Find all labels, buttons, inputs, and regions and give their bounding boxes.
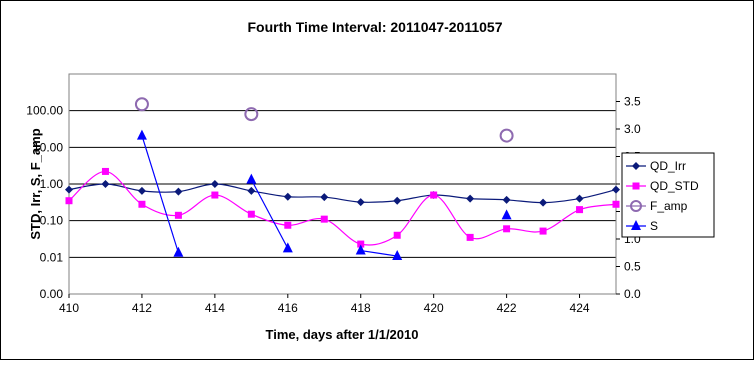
y-left-tick-labels: 0.00 0.01 0.10 1.00 10.00 100.00 <box>26 104 63 301</box>
data-point <box>612 200 620 208</box>
data-point <box>357 240 365 248</box>
y-axis-label: STD, Irr, S, F_amp <box>28 128 43 239</box>
data-point <box>393 196 402 205</box>
data-point <box>503 225 511 233</box>
x-tick-labels: 410 412 414 416 418 420 422 424 <box>59 294 590 315</box>
y-right-tick-label: 0.0 <box>624 287 641 301</box>
series-qd-std <box>65 167 620 248</box>
data-point <box>393 231 401 239</box>
data-point <box>210 180 219 188</box>
data-point <box>247 210 255 218</box>
legend: QD_Irr QD_STD F_amp S <box>621 152 715 238</box>
y-left-tick-label: 10.00 <box>33 140 63 154</box>
legend-marker <box>631 220 641 230</box>
data-point <box>355 244 366 255</box>
data-point <box>65 185 73 194</box>
data-point <box>137 186 146 195</box>
series-s <box>136 129 512 261</box>
data-point <box>539 227 547 235</box>
data-point <box>101 180 110 188</box>
chart-title: Fourth Time Interval: 2011047-2011057 <box>248 19 503 35</box>
data-point <box>136 129 147 140</box>
legend-label: F_amp <box>650 199 688 213</box>
legend-item: F_amp <box>626 199 688 213</box>
data-point <box>246 173 257 184</box>
data-point <box>247 186 256 195</box>
series-segment <box>141 135 179 253</box>
data-point <box>65 197 73 205</box>
x-tick-label: 422 <box>497 301 517 315</box>
data-point <box>430 191 438 199</box>
data-point <box>576 206 584 214</box>
y-right-tick-label: 0.5 <box>624 260 641 274</box>
data-point <box>211 191 219 199</box>
data-point <box>284 221 292 229</box>
y-left-tick-label: 1.00 <box>40 177 64 191</box>
series-f-amp <box>134 97 514 143</box>
data-point <box>101 167 109 175</box>
data-point <box>466 194 475 203</box>
data-point <box>244 107 259 122</box>
x-tick-label: 414 <box>205 301 225 315</box>
x-tick-label: 418 <box>351 301 371 315</box>
data-point <box>134 97 149 112</box>
data-point <box>282 242 293 253</box>
data-point <box>283 192 292 201</box>
y-left-tick-label: 0.00 <box>40 287 64 301</box>
legend-label: S <box>650 219 658 233</box>
legend-item: QD_STD <box>626 179 699 193</box>
data-point <box>173 246 184 257</box>
series-segment <box>250 179 289 249</box>
legend-marker <box>632 162 640 170</box>
y-left-tick-label: 0.10 <box>40 214 64 228</box>
data-point <box>501 209 512 220</box>
y-left-tick-label: 0.01 <box>40 250 64 264</box>
y-right-tick-label: 3.0 <box>624 122 641 136</box>
data-point <box>612 185 620 194</box>
data-point <box>174 187 183 196</box>
data-point <box>320 193 329 202</box>
legend-marker <box>632 182 640 190</box>
x-tick-label: 420 <box>424 301 444 315</box>
x-tick-label: 410 <box>59 301 79 315</box>
data-point <box>356 198 365 207</box>
data-point <box>392 250 403 261</box>
x-tick-label: 416 <box>278 301 298 315</box>
y-left-tick-label: 100.00 <box>26 104 63 118</box>
data-point <box>539 198 548 207</box>
data-point <box>466 233 474 241</box>
series-layer <box>65 97 620 261</box>
x-axis-label: Time, days after 1/1/2010 <box>266 327 419 342</box>
data-point <box>502 195 511 204</box>
legend-item: S <box>626 219 658 233</box>
legend-item: QD_Irr <box>626 159 686 173</box>
data-point <box>575 194 584 203</box>
legend-label: QD_STD <box>650 179 699 193</box>
series-segment <box>360 249 398 257</box>
series-line <box>68 183 617 204</box>
series-line <box>68 170 617 246</box>
data-point <box>174 211 182 219</box>
data-point <box>138 200 146 208</box>
data-point <box>499 128 514 143</box>
y-right-tick-label: 3.5 <box>624 95 641 109</box>
legend-marker <box>630 200 642 212</box>
x-tick-label: 412 <box>132 301 152 315</box>
legend-label: QD_Irr <box>650 159 686 173</box>
data-point <box>320 215 328 223</box>
x-tick-label: 424 <box>570 301 590 315</box>
